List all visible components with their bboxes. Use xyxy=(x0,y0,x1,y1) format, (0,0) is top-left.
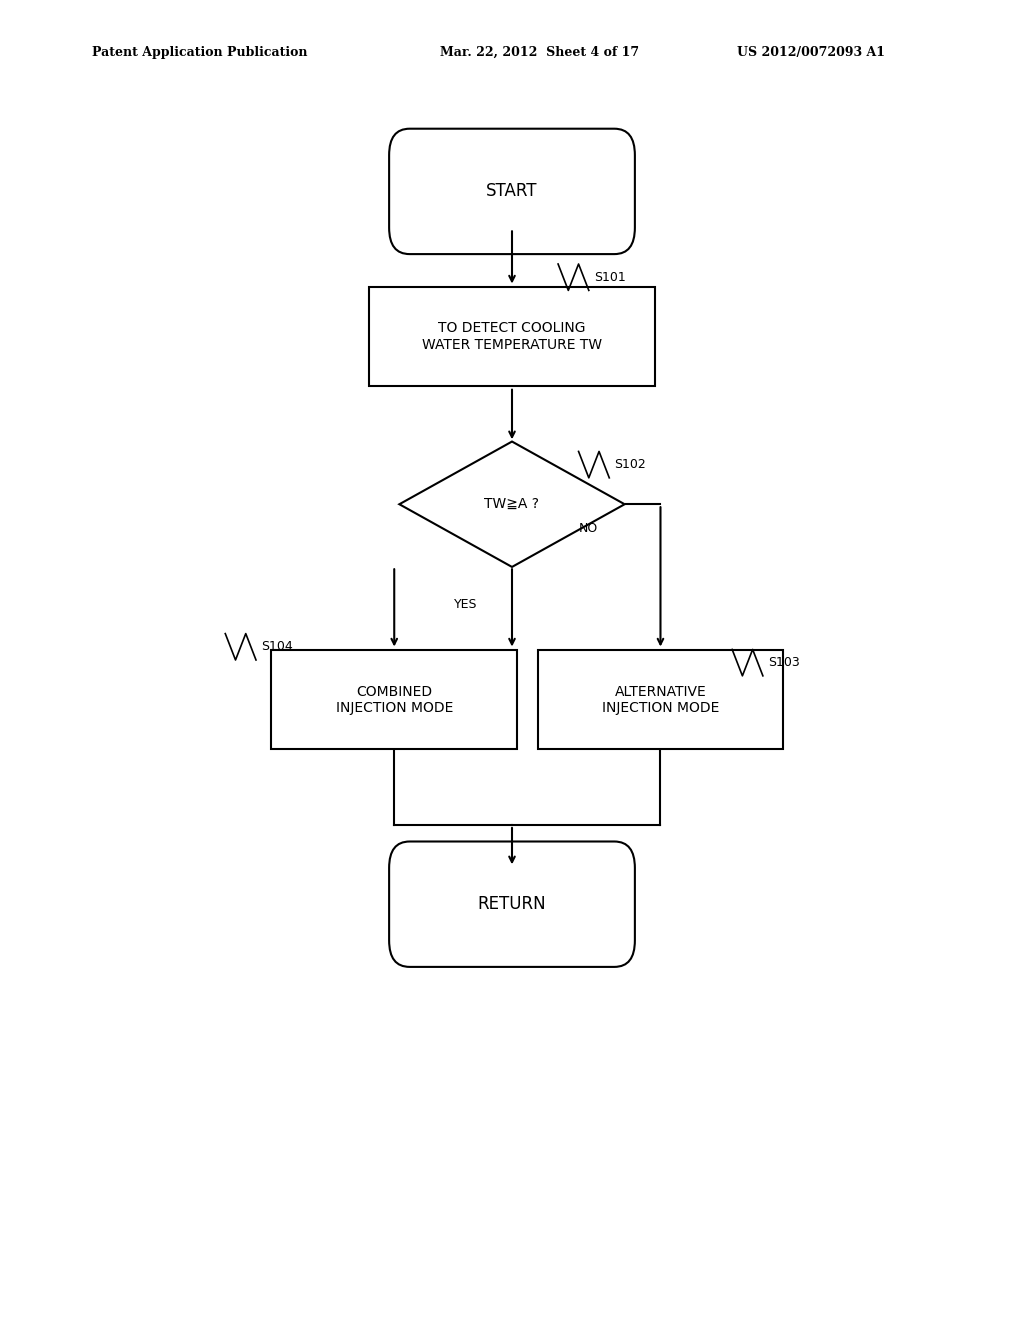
Text: COMBINED
INJECTION MODE: COMBINED INJECTION MODE xyxy=(336,685,453,714)
FancyBboxPatch shape xyxy=(369,288,655,385)
FancyBboxPatch shape xyxy=(538,651,783,750)
Text: S101: S101 xyxy=(594,271,626,284)
Text: TW≧A ?: TW≧A ? xyxy=(484,498,540,511)
Text: ALTERNATIVE
INJECTION MODE: ALTERNATIVE INJECTION MODE xyxy=(602,685,719,714)
Text: TO DETECT COOLING
WATER TEMPERATURE TW: TO DETECT COOLING WATER TEMPERATURE TW xyxy=(422,322,602,351)
Text: FIG. 3: FIG. 3 xyxy=(389,139,489,168)
Text: US 2012/0072093 A1: US 2012/0072093 A1 xyxy=(737,46,886,59)
Text: S103: S103 xyxy=(768,656,800,669)
Text: Mar. 22, 2012  Sheet 4 of 17: Mar. 22, 2012 Sheet 4 of 17 xyxy=(440,46,639,59)
Text: S102: S102 xyxy=(614,458,646,471)
Text: S104: S104 xyxy=(261,640,293,653)
FancyBboxPatch shape xyxy=(389,129,635,253)
Polygon shape xyxy=(399,441,625,568)
FancyBboxPatch shape xyxy=(389,842,635,966)
Text: START: START xyxy=(486,182,538,201)
Text: Patent Application Publication: Patent Application Publication xyxy=(92,46,307,59)
FancyBboxPatch shape xyxy=(271,651,517,750)
Text: YES: YES xyxy=(455,598,477,611)
Text: NO: NO xyxy=(580,521,598,535)
Text: RETURN: RETURN xyxy=(477,895,547,913)
